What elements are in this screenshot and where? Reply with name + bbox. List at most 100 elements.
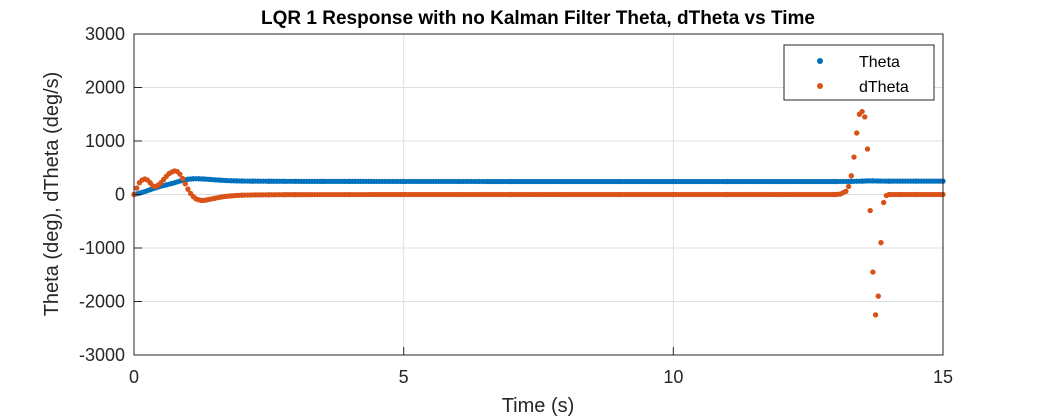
data-point-dtheta	[562, 191, 569, 198]
data-point-theta	[562, 178, 569, 185]
data-point-theta	[848, 178, 854, 184]
data-point-theta	[174, 179, 180, 185]
data-point-dtheta	[870, 269, 876, 275]
series-theta	[131, 176, 946, 198]
data-point-dtheta	[778, 191, 784, 198]
axis-ticks: 0 5 10 15 -3000 -2000 -1000 0 1000 2000 3000	[79, 24, 953, 387]
data-point-dtheta	[293, 192, 299, 198]
data-point-dtheta	[724, 191, 730, 198]
y-tick-label: 2000	[85, 78, 125, 98]
x-axis-label: Time (s)	[502, 395, 575, 417]
data-point-dtheta	[846, 183, 852, 190]
data-point-dtheta	[282, 192, 288, 198]
legend-marker-theta	[817, 58, 823, 64]
data-point-dtheta	[670, 191, 676, 198]
data-point-theta	[266, 178, 272, 184]
data-point-dtheta	[878, 240, 884, 246]
data-point-theta	[455, 178, 461, 185]
data-point-dtheta	[250, 192, 256, 198]
data-point-theta	[875, 178, 881, 184]
data-point-theta	[886, 178, 892, 184]
legend-label-dtheta: dTheta	[859, 79, 909, 96]
x-tick-label: 10	[663, 367, 683, 387]
data-point-dtheta	[913, 191, 919, 198]
data-point-theta	[859, 178, 865, 184]
data-point-dtheta	[867, 207, 873, 214]
data-point-dtheta	[455, 191, 461, 198]
data-series	[131, 108, 946, 318]
data-point-theta	[233, 178, 240, 184]
data-point-dtheta	[508, 191, 515, 198]
legend-marker-dtheta	[817, 83, 823, 89]
data-point-dtheta	[182, 181, 188, 187]
data-point-theta	[206, 176, 213, 182]
data-point-theta	[401, 178, 407, 185]
data-point-theta	[201, 176, 207, 182]
data-point-theta	[724, 178, 730, 185]
data-point-dtheta	[239, 192, 245, 198]
data-point-theta	[616, 178, 623, 185]
data-point-theta	[282, 178, 288, 184]
y-tick-label: 0	[115, 185, 125, 205]
data-point-theta	[185, 176, 191, 182]
data-point-dtheta	[832, 191, 838, 198]
data-point-dtheta	[233, 192, 240, 199]
data-point-theta	[223, 177, 229, 184]
data-point-theta	[864, 178, 871, 184]
y-tick-label: -3000	[79, 345, 125, 365]
data-point-dtheta	[837, 191, 844, 197]
data-point-theta	[250, 178, 256, 184]
data-point-dtheta	[616, 191, 623, 198]
data-point-theta	[217, 177, 223, 183]
data-point-dtheta	[217, 194, 223, 200]
x-tick-label: 0	[129, 367, 139, 387]
data-point-dtheta	[179, 175, 186, 182]
y-tick-label: -2000	[79, 292, 125, 312]
data-point-theta	[169, 180, 175, 187]
data-point-dtheta	[851, 154, 857, 160]
data-point-dtheta	[228, 193, 234, 199]
y-tick-label: 3000	[85, 24, 125, 44]
data-point-theta	[163, 182, 169, 188]
data-point-dtheta	[881, 199, 887, 206]
data-point-dtheta	[859, 108, 865, 115]
legend-box	[783, 44, 935, 101]
data-point-theta	[196, 176, 202, 182]
data-point-theta	[212, 177, 218, 183]
data-point-theta	[320, 178, 326, 184]
data-point-dtheta	[177, 171, 183, 177]
data-point-theta	[913, 178, 919, 184]
data-point-dtheta	[134, 185, 140, 191]
series-dtheta	[131, 108, 946, 318]
data-point-dtheta	[864, 146, 871, 152]
data-point-theta	[347, 178, 353, 184]
data-point-dtheta	[223, 193, 229, 199]
data-point-dtheta	[212, 195, 218, 201]
data-point-theta	[228, 178, 234, 184]
data-point-dtheta	[347, 191, 353, 198]
y-tick-label: -1000	[79, 238, 125, 258]
data-point-theta	[778, 178, 784, 185]
data-point-dtheta	[843, 188, 849, 194]
data-point-dtheta	[897, 191, 903, 198]
data-point-theta	[508, 178, 515, 185]
data-point-dtheta	[266, 192, 272, 198]
data-point-dtheta	[401, 191, 407, 198]
data-point-dtheta	[854, 130, 860, 136]
y-axis-label: Theta (deg), dTheta (deg/s)	[41, 72, 63, 317]
data-point-dtheta	[872, 312, 879, 318]
x-tick-label: 5	[399, 367, 409, 387]
data-point-theta	[293, 178, 299, 184]
data-point-theta	[190, 176, 196, 182]
x-tick-label: 15	[933, 367, 953, 387]
legend[interactable]: Theta dTheta	[783, 44, 935, 101]
data-point-dtheta	[862, 114, 868, 120]
legend-label-theta: Theta	[859, 54, 900, 71]
data-point-dtheta	[185, 186, 191, 192]
y-tick-label: 1000	[85, 131, 125, 151]
data-point-theta	[239, 178, 245, 184]
chart-title: LQR 1 Response with no Kalman Filter The…	[261, 8, 815, 29]
data-point-dtheta	[848, 173, 854, 179]
data-point-dtheta	[206, 196, 213, 202]
